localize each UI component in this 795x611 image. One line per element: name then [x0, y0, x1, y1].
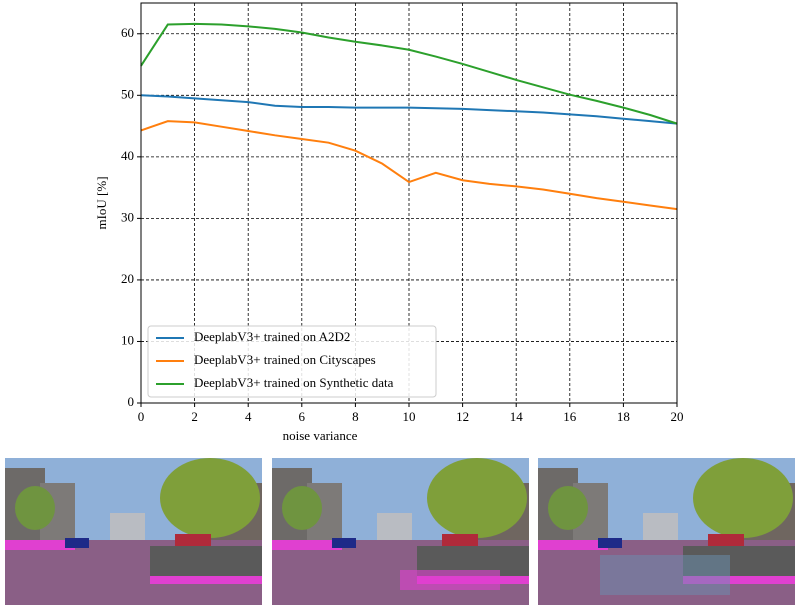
legend-label: DeeplabV3+ trained on Cityscapes	[194, 352, 376, 367]
page: {"chart_data": {"type": "line", "x": [0,…	[0, 0, 795, 611]
x-tick-label: 2	[191, 409, 198, 424]
y-tick-label: 20	[121, 271, 134, 286]
figure: noise variance mIoU [%] 0 10 20 30 40 50 60 0 2 4…	[0, 0, 795, 611]
x-tick-label: 10	[403, 409, 416, 424]
y-tick-label: 60	[121, 25, 134, 40]
x-tick-label: 20	[671, 409, 684, 424]
image-2	[272, 458, 529, 605]
y-tick-label: 40	[121, 148, 134, 163]
y-tick-label: 0	[128, 394, 135, 409]
y-tick-label: 50	[121, 86, 134, 101]
x-tick-label: 6	[299, 409, 306, 424]
x-axis-label: noise variance	[283, 428, 358, 443]
image-1	[5, 458, 262, 605]
x-tick-label: 0	[138, 409, 145, 424]
image-3	[538, 458, 795, 605]
x-tick-label: 18	[617, 409, 630, 424]
x-tick-label: 14	[510, 409, 524, 424]
x-tick-label: 4	[245, 409, 252, 424]
x-tick-label: 16	[563, 409, 577, 424]
legend-label: DeeplabV3+ trained on A2D2	[194, 329, 350, 344]
y-tick-label: 10	[121, 332, 134, 347]
x-tick-label: 8	[352, 409, 359, 424]
x-tick-label: 12	[456, 409, 469, 424]
y-axis-label: mIoU [%]	[94, 176, 109, 229]
legend-label: DeeplabV3+ trained on Synthetic data	[194, 375, 394, 390]
y-tick-label: 30	[121, 209, 134, 224]
